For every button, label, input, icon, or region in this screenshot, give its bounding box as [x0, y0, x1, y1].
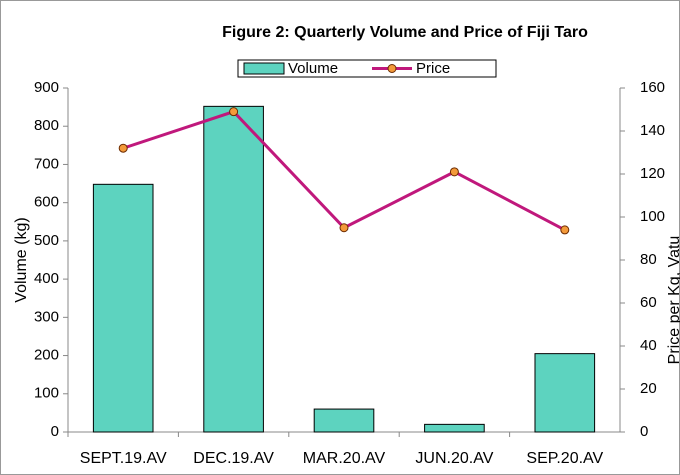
y2-tick-label: 80	[640, 251, 657, 268]
y-tick-label: 800	[34, 117, 59, 134]
legend-marker	[387, 64, 397, 73]
y-tick-label: 700	[34, 155, 59, 172]
legend-label: Price	[416, 60, 450, 77]
x-tick-label: MAR.20.AV	[303, 450, 386, 467]
y-tick-label: 600	[34, 194, 59, 211]
y-tick-label: 900	[34, 79, 59, 96]
legend-box	[237, 59, 497, 78]
price-marker	[118, 143, 128, 153]
x-tick-label: SEP.20.AV	[526, 450, 603, 467]
bar	[424, 423, 485, 433]
y2-axis-label: Price per Kg, Vatu	[666, 236, 680, 365]
price-marker	[449, 167, 459, 177]
y2-tick-label: 140	[640, 122, 665, 139]
y2-tick-label: 0	[640, 423, 648, 440]
bar	[534, 353, 596, 433]
chart-title: Figure 2: Quarterly Volume and Price of …	[222, 24, 588, 41]
price-marker	[339, 223, 349, 233]
y2-tick-label: 100	[640, 208, 665, 225]
legend-swatch	[243, 62, 285, 75]
price-marker	[560, 225, 570, 235]
y-tick-label: 400	[34, 270, 59, 287]
y-axis-label: Volume (kg)	[13, 217, 30, 302]
x-tick-label: DEC.19.AV	[193, 450, 274, 467]
x-tick-label: SEPT.19.AV	[80, 450, 167, 467]
price-marker	[229, 107, 239, 117]
y2-tick-label: 60	[640, 294, 657, 311]
x-tick-label: JUN.20.AV	[415, 450, 493, 467]
y2-tick-label: 160	[640, 79, 665, 96]
y2-tick-label: 40	[640, 337, 657, 354]
y2-tick-label: 20	[640, 380, 657, 397]
bar	[313, 408, 375, 433]
legend-label: Volume	[288, 60, 338, 77]
y2-tick-label: 120	[640, 165, 665, 182]
bar	[203, 105, 264, 433]
y-tick-label: 0	[51, 423, 59, 440]
bar	[92, 183, 154, 433]
y-tick-label: 300	[34, 308, 59, 325]
y-tick-label: 100	[34, 385, 59, 402]
y-tick-label: 200	[34, 347, 59, 364]
y-tick-label: 500	[34, 232, 59, 249]
